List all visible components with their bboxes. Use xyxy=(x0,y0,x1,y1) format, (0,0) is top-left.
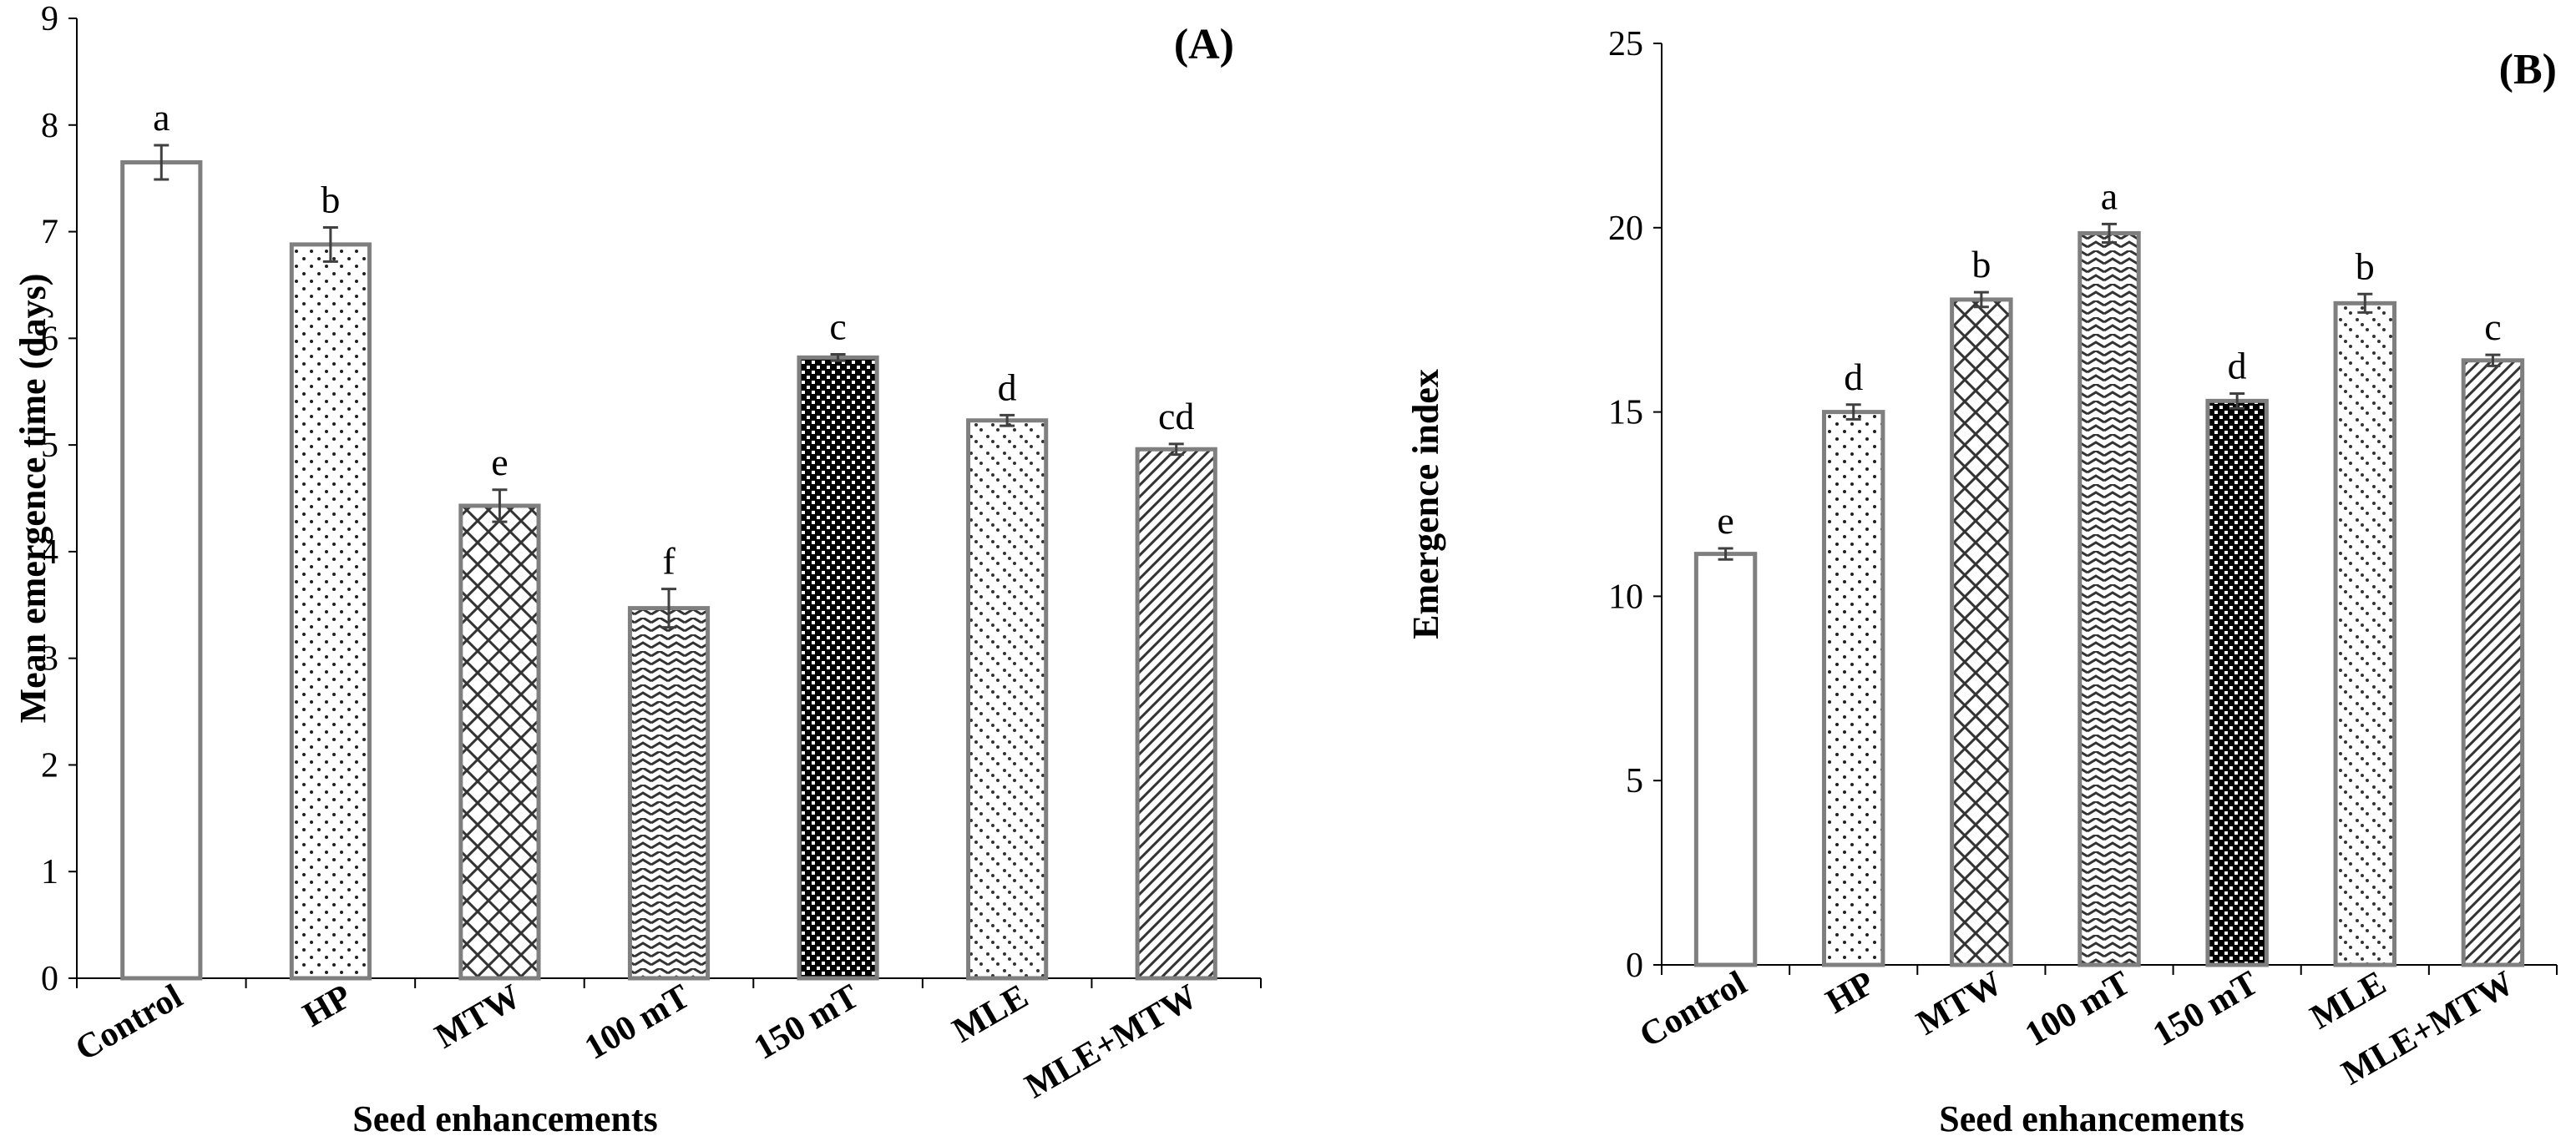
bar xyxy=(120,160,203,981)
significance-letter: c xyxy=(829,305,846,348)
bar xyxy=(966,418,1049,981)
y-tick-label: 8 xyxy=(41,107,58,145)
category-label: 150 mT xyxy=(747,977,865,1068)
significance-letter: f xyxy=(662,540,676,583)
category-label: 150 mT xyxy=(2147,964,2265,1054)
category-label: HP xyxy=(296,977,358,1035)
y-tick-label: 0 xyxy=(41,960,58,998)
significance-letter: c xyxy=(2484,305,2501,348)
category-label: HP xyxy=(1819,964,1881,1022)
category-label: Control xyxy=(1633,964,1754,1055)
category-label: MTW xyxy=(428,977,527,1057)
bar xyxy=(1693,552,1758,967)
significance-letter: d xyxy=(1844,356,1863,398)
x-axis-title: Seed enhancements xyxy=(1939,1098,2244,1139)
significance-letter: b xyxy=(321,178,340,220)
significance-letter: b xyxy=(2356,245,2375,287)
panel-a-chart: 0 1 2 3 4 5 6 7 8 9 a Control b HP e MTW f 100 mT c 150 mT d… xyxy=(13,0,1262,1139)
significance-letter: cd xyxy=(1158,395,1194,437)
panel-label: (B) xyxy=(2499,46,2557,93)
y-tick-label: 0 xyxy=(1626,947,1643,985)
y-tick-label: 9 xyxy=(41,0,58,38)
category-label: 100 mT xyxy=(579,977,696,1068)
bar xyxy=(2461,358,2525,967)
significance-letter: d xyxy=(2228,345,2247,387)
bar xyxy=(1950,297,2013,967)
y-tick-label: 2 xyxy=(41,746,58,785)
panel-label: (A) xyxy=(1174,21,1234,68)
y-tick-label: 20 xyxy=(1608,210,1643,248)
bar xyxy=(2078,230,2141,967)
category-label: MLE xyxy=(2304,964,2392,1038)
significance-letter: b xyxy=(1971,243,1991,285)
significance-letter: e xyxy=(1717,499,1733,542)
y-tick-label: 25 xyxy=(1608,25,1643,63)
bar xyxy=(458,503,541,981)
category-label: Control xyxy=(69,977,190,1068)
category-label: 100 mT xyxy=(2019,964,2137,1054)
bar xyxy=(2205,398,2269,967)
bar xyxy=(1135,447,1217,981)
bar xyxy=(2333,300,2397,967)
bar xyxy=(627,606,711,981)
y-tick-label: 15 xyxy=(1608,394,1643,432)
y-axis-title: Emergence index xyxy=(1405,369,1446,639)
significance-letter: d xyxy=(998,366,1017,408)
bar xyxy=(1821,410,1885,967)
category-label: MLE xyxy=(946,977,1035,1051)
y-tick-label: 6 xyxy=(41,320,58,358)
significance-letter: e xyxy=(491,441,508,483)
y-tick-label: 5 xyxy=(1626,762,1643,800)
y-tick-label: 5 xyxy=(41,427,58,465)
y-axis-title: Mean emergence time (days) xyxy=(13,274,53,724)
y-tick-label: 1 xyxy=(41,853,58,891)
panel-b-chart: 0 5 10 15 20 25 e Control d HP b MTW a 100 mT d 150 mT b… xyxy=(1405,25,2558,1139)
y-tick-label: 3 xyxy=(41,640,58,679)
y-tick-label: 7 xyxy=(41,214,58,252)
x-axis-title: Seed enhancements xyxy=(352,1098,657,1139)
significance-letter: a xyxy=(2101,174,2118,217)
bar xyxy=(289,242,372,981)
bar xyxy=(797,355,879,981)
category-label: MTW xyxy=(1910,964,2009,1043)
significance-letter: a xyxy=(153,96,170,139)
y-tick-label: 4 xyxy=(41,533,58,572)
category-label: MLE+MTW xyxy=(1019,977,1204,1106)
y-tick-label: 10 xyxy=(1608,578,1643,616)
